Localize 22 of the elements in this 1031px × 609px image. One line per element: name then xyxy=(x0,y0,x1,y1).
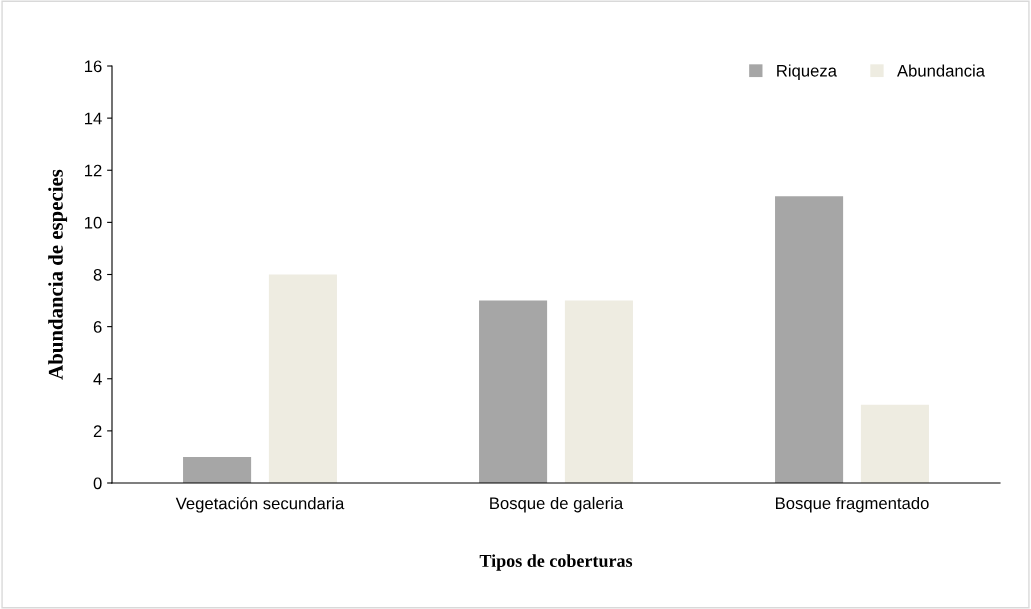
y-tick-label: 6 xyxy=(93,321,102,333)
x-axis-title: Tipos de coberturas xyxy=(479,554,633,571)
bar xyxy=(564,300,633,483)
legend-label: Abundancia xyxy=(897,64,985,77)
x-tick-label: Bosque de galeria xyxy=(490,496,624,513)
y-tick-label: 14 xyxy=(85,112,102,125)
y-tick-label: 10 xyxy=(85,216,102,229)
y-tick-label: 12 xyxy=(85,164,102,177)
bar xyxy=(268,274,337,483)
y-tick-label: 2 xyxy=(93,425,102,437)
y-tick-label: 8 xyxy=(93,268,102,281)
y-tick-label: 4 xyxy=(93,373,102,385)
x-tick-label: Bosque fragmentado xyxy=(776,496,929,513)
bar xyxy=(860,404,929,483)
bar xyxy=(479,300,548,483)
legend-label: Riqueza xyxy=(777,64,837,80)
y-axis-title: Abundancia de especies xyxy=(48,169,68,380)
y-tick-label: 0 xyxy=(93,477,102,490)
bar xyxy=(775,196,844,483)
bar xyxy=(183,456,252,483)
y-tick-label: 16 xyxy=(85,60,102,73)
x-tick-label: Vegetación secundaria xyxy=(175,496,345,513)
